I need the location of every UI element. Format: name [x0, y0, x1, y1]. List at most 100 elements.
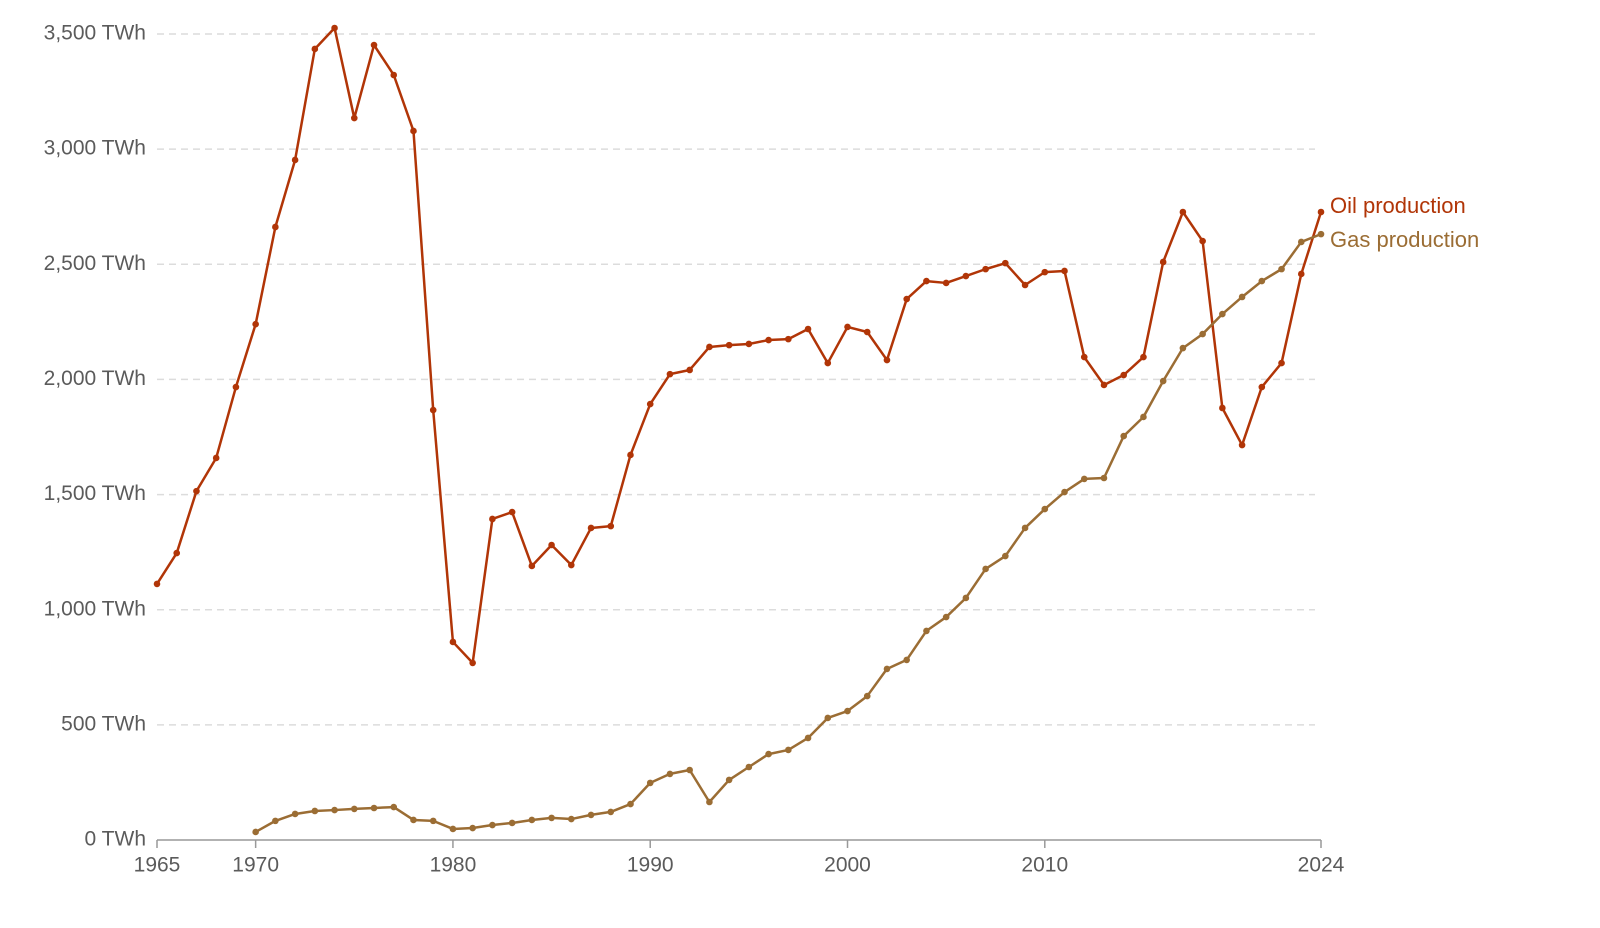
- data-point: [903, 295, 910, 303]
- data-point: [706, 798, 713, 806]
- data-point: [1179, 208, 1187, 216]
- data-point: [370, 41, 378, 49]
- x-tick-label: 1970: [232, 854, 279, 877]
- data-point: [962, 272, 970, 280]
- data-point: [1179, 344, 1187, 352]
- x-tick-label: 2000: [824, 854, 871, 877]
- data-point: [1002, 552, 1009, 560]
- data-point: [863, 328, 871, 336]
- data-point: [568, 561, 575, 569]
- data-point: [252, 320, 259, 328]
- data-point: [1041, 505, 1049, 513]
- x-tick-label: 2010: [1021, 854, 1068, 877]
- data-point: [291, 156, 299, 164]
- data-point: [1080, 475, 1088, 483]
- data-point: [903, 656, 910, 664]
- data-point: [489, 515, 496, 523]
- data-point: [548, 541, 555, 549]
- data-point: [1061, 267, 1068, 275]
- data-point: [883, 356, 891, 364]
- y-tick-label: 3,000 TWh: [44, 137, 146, 160]
- data-point: [410, 816, 417, 824]
- data-point: [607, 522, 615, 530]
- data-point: [923, 277, 930, 285]
- y-tick-label: 0 TWh: [85, 828, 146, 851]
- data-point: [1199, 330, 1206, 338]
- data-point: [1021, 524, 1029, 532]
- data-point: [962, 594, 970, 602]
- data-point: [449, 825, 457, 833]
- x-tick-label: 2024: [1298, 854, 1345, 877]
- data-point: [429, 817, 437, 825]
- data-point: [824, 714, 832, 722]
- data-point: [745, 340, 753, 348]
- data-point: [982, 565, 989, 573]
- data-point: [390, 71, 398, 79]
- data-point: [429, 406, 437, 414]
- data-point: [883, 665, 891, 673]
- data-point: [568, 815, 575, 823]
- legend-label: Oil production: [1330, 193, 1466, 218]
- data-point: [627, 451, 634, 459]
- data-point: [1002, 259, 1009, 267]
- data-point: [1199, 237, 1206, 245]
- data-point: [982, 265, 989, 273]
- data-point: [1219, 404, 1226, 412]
- data-point: [627, 800, 634, 808]
- data-point: [844, 707, 851, 715]
- data-point: [1120, 371, 1128, 379]
- data-point: [1061, 488, 1068, 496]
- data-point: [212, 454, 220, 462]
- data-point: [449, 638, 457, 646]
- y-tick-label: 1,000 TWh: [44, 597, 146, 620]
- data-point: [350, 805, 358, 813]
- data-point: [331, 24, 338, 32]
- data-point: [804, 325, 812, 333]
- data-point: [1140, 413, 1147, 421]
- data-point: [528, 562, 536, 570]
- data-point: [666, 770, 674, 778]
- y-tick-label: 2,500 TWh: [44, 252, 146, 275]
- series-line: [255, 232, 1322, 834]
- data-point: [508, 819, 516, 827]
- data-point: [706, 343, 713, 351]
- data-point: [1297, 270, 1305, 278]
- data-point: [942, 279, 950, 287]
- x-tick-label: 1990: [627, 854, 674, 877]
- data-point: [370, 804, 378, 812]
- data-point: [923, 627, 930, 635]
- data-point: [469, 824, 476, 832]
- data-point: [1100, 474, 1108, 482]
- data-point: [173, 549, 181, 557]
- data-point: [804, 734, 812, 742]
- data-point: [508, 508, 516, 516]
- data-point: [844, 323, 851, 331]
- data-point: [607, 808, 615, 816]
- data-point: [548, 814, 555, 822]
- data-point: [410, 127, 417, 135]
- data-point: [745, 763, 753, 771]
- data-point: [1100, 381, 1108, 389]
- data-point: [1219, 310, 1226, 318]
- data-point: [646, 779, 654, 787]
- x-tick-label: 1980: [430, 854, 477, 877]
- data-point: [942, 613, 950, 621]
- data-point: [1317, 230, 1325, 238]
- data-point: [390, 803, 398, 811]
- data-point: [725, 341, 733, 349]
- data-point: [646, 400, 654, 408]
- data-point: [252, 828, 259, 836]
- data-point: [1258, 383, 1266, 391]
- data-point: [1278, 265, 1285, 273]
- data-point: [272, 817, 279, 825]
- data-point: [686, 766, 693, 774]
- y-tick-label: 500 TWh: [61, 712, 146, 735]
- data-point: [1021, 281, 1029, 289]
- data-point: [1159, 258, 1167, 266]
- data-point: [272, 223, 279, 231]
- data-point: [1140, 353, 1147, 361]
- data-point: [350, 114, 358, 122]
- data-point: [587, 811, 595, 819]
- data-point: [311, 807, 319, 815]
